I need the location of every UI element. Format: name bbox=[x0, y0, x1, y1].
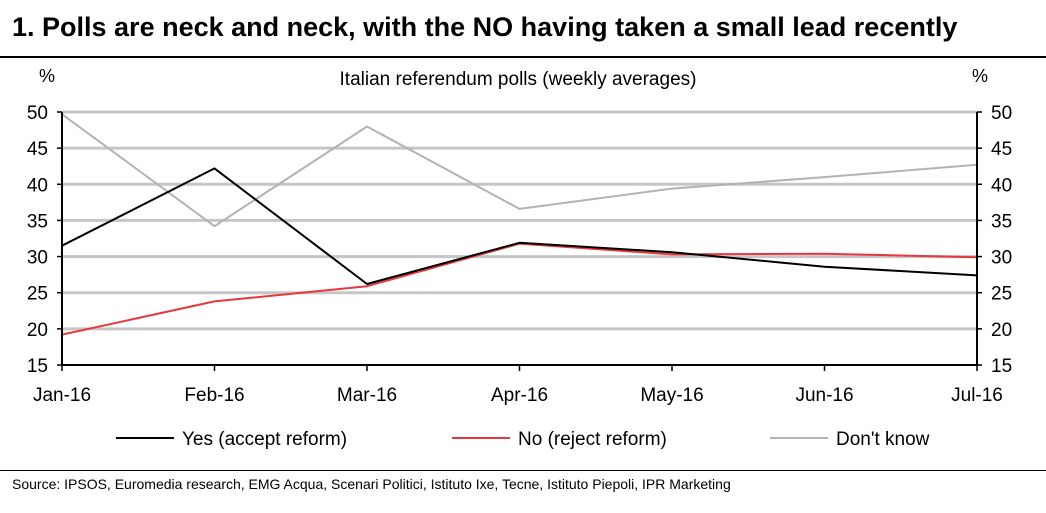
y-tick-label-right: 40 bbox=[991, 175, 1012, 196]
y-ticks-right: 15 20 25 30 35 40 45 50 bbox=[977, 103, 1012, 377]
axes bbox=[61, 112, 978, 366]
x-tick-label: Feb-16 bbox=[184, 385, 244, 406]
legend: Yes (accept reform) No (reject reform) Don… bbox=[116, 429, 930, 450]
y-tick-label-right: 30 bbox=[991, 248, 1012, 269]
headline-rule bbox=[0, 56, 1046, 58]
y-tick-label-left: 40 bbox=[27, 175, 48, 196]
legend-label: Don't know bbox=[836, 429, 930, 450]
y-axis-label-right: % bbox=[972, 66, 988, 86]
y-tick-label-right: 45 bbox=[991, 139, 1012, 160]
x-tick-label: May-16 bbox=[640, 385, 703, 406]
y-ticks-left: 15 20 25 30 35 40 45 50 bbox=[27, 103, 62, 377]
source-rule bbox=[0, 470, 1046, 471]
x-tick-label: Apr-16 bbox=[491, 385, 548, 406]
x-tick-label: Jan-16 bbox=[33, 385, 91, 406]
y-tick-label-left: 20 bbox=[27, 320, 48, 341]
line-chart: Italian referendum polls (weekly average… bbox=[27, 66, 1012, 450]
headline: 1. Polls are neck and neck, with the NO … bbox=[12, 12, 958, 42]
series-line-yes-accept-reform bbox=[61, 167, 978, 285]
x-tick-label: Jul-16 bbox=[951, 385, 1003, 406]
y-tick-label-right: 35 bbox=[991, 211, 1012, 232]
y-tick-label-right: 20 bbox=[991, 320, 1012, 341]
chart-title: Italian referendum polls (weekly average… bbox=[340, 69, 697, 90]
y-tick-label-right: 50 bbox=[991, 103, 1012, 124]
y-tick-label-right: 15 bbox=[991, 356, 1012, 377]
y-tick-label-right: 25 bbox=[991, 284, 1012, 305]
legend-label: No (reject reform) bbox=[518, 429, 667, 450]
series-line-don-t-know bbox=[61, 113, 978, 228]
y-tick-label-left: 25 bbox=[27, 284, 48, 305]
source-note: Source: IPSOS, Euromedia research, EMG A… bbox=[12, 476, 731, 492]
legend-label: Yes (accept reform) bbox=[182, 429, 347, 450]
gridlines bbox=[62, 110, 977, 331]
y-tick-label-left: 50 bbox=[27, 103, 48, 124]
source-bar bbox=[0, 470, 1046, 500]
y-axis-label-left: % bbox=[39, 66, 55, 86]
y-tick-label-left: 35 bbox=[27, 211, 48, 232]
x-ticks: Jan-16 Feb-16 Mar-16 Apr-16 May-16 Jun-16 Jul-… bbox=[33, 365, 1003, 406]
y-tick-label-left: 30 bbox=[27, 248, 48, 269]
series-lines bbox=[61, 113, 978, 336]
x-tick-label: Jun-16 bbox=[795, 385, 853, 406]
y-tick-label-left: 15 bbox=[27, 356, 48, 377]
x-tick-label: Mar-16 bbox=[337, 385, 397, 406]
y-tick-label-left: 45 bbox=[27, 139, 48, 160]
